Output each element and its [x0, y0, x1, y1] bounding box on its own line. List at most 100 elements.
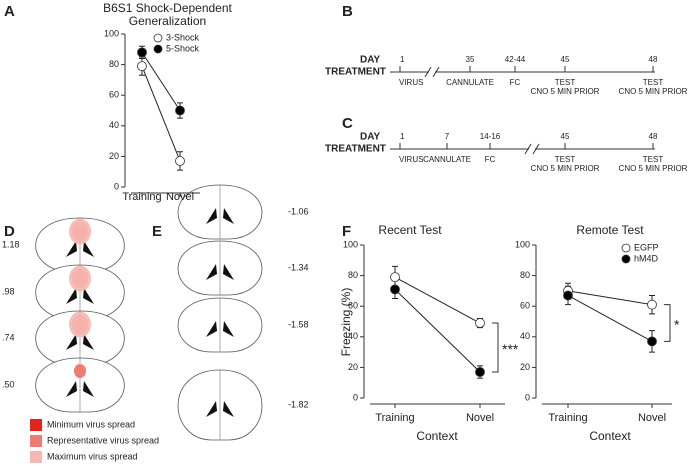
timeline-heading: TREATMENT [325, 144, 386, 155]
legend-swatch [30, 451, 42, 463]
section-level: -1.82 [288, 399, 309, 409]
timeline-day: 45 [561, 55, 570, 64]
y-tick-label: 60 [348, 301, 358, 311]
legend-swatch [30, 435, 42, 447]
series-line [567, 290, 653, 306]
legend-marker [621, 254, 631, 264]
timeline-day: 48 [649, 55, 658, 64]
timeline-event: TEST [643, 78, 664, 87]
virus-spread [74, 364, 86, 378]
chart-title: Remote Test [576, 223, 644, 237]
section-level: -1.06 [288, 206, 309, 216]
legend-marker [621, 243, 631, 253]
section-level: .50 [2, 379, 15, 389]
y-tick-label: 20 [520, 362, 530, 372]
timeline-event: FC [485, 155, 496, 164]
panel-label: E [152, 223, 162, 240]
x-axis-label: Context [589, 429, 631, 443]
timeline-event: VIRUS [399, 78, 423, 87]
brain-ventricle [206, 264, 234, 280]
panel-label: C [342, 115, 353, 132]
y-tick-label: 100 [343, 239, 358, 249]
legend-label: EGFP [634, 242, 659, 252]
timeline-note: CNO 5 MIN PRIOR [619, 164, 688, 173]
legend-marker [153, 33, 163, 43]
panel-label: D [4, 223, 15, 240]
timeline-break [524, 143, 532, 155]
legend-swatch [30, 419, 42, 431]
timeline-note: CNO 5 MIN PRIOR [531, 87, 600, 96]
brain-ventricle [66, 288, 94, 304]
data-point [647, 336, 657, 347]
timeline-event: TEST [555, 155, 576, 164]
chart-title: B6S1 Shock-Dependent Generalization [103, 1, 232, 28]
y-tick-label: 100 [515, 239, 530, 249]
significance-label: *** [502, 341, 519, 357]
y-tick-label: 20 [109, 151, 119, 161]
x-tick-label: Novel [638, 412, 666, 424]
x-tick-label: Training [548, 412, 587, 424]
legend-label: 3-Shock [166, 32, 200, 42]
data-point [137, 47, 147, 58]
y-tick-label: 40 [348, 331, 358, 341]
data-point [647, 299, 657, 310]
timeline-break [424, 66, 432, 78]
panel-label: B [342, 3, 353, 20]
y-tick-label: 0 [353, 392, 358, 402]
timeline-event: TEST [643, 155, 664, 164]
significance-bracket [492, 322, 499, 373]
y-tick-label: 80 [109, 59, 119, 69]
panel-label: A [4, 3, 15, 20]
panel-label: F [342, 223, 351, 240]
series-line [141, 65, 181, 162]
section-level: .74 [2, 332, 15, 342]
timeline-event: TEST [555, 78, 576, 87]
series-line [567, 295, 653, 342]
brain-ventricle [206, 208, 234, 224]
legend-label: Maximum virus spread [47, 451, 138, 461]
x-tick-label: Training [122, 191, 161, 203]
timeline-day: 7 [445, 132, 450, 141]
brain-ventricle [66, 241, 94, 257]
brain-ventricle [206, 401, 234, 417]
data-point [175, 156, 185, 166]
legend-label: hM4D [634, 253, 659, 263]
series-line [394, 276, 481, 324]
y-tick-label: 40 [520, 331, 530, 341]
section-level: -1.34 [288, 262, 309, 272]
section-level: .98 [2, 286, 15, 296]
y-tick-label: 100 [104, 28, 119, 38]
series-line [394, 289, 481, 373]
timeline-event: FC [510, 78, 521, 87]
timeline-break [532, 143, 540, 155]
timeline-note: CNO 5 MIN PRIOR [531, 164, 600, 173]
data-point [137, 61, 147, 72]
timeline-day: 1 [400, 132, 405, 141]
y-tick-label: 0 [114, 181, 119, 191]
section-level: -1.58 [288, 319, 309, 329]
y-tick-label: 20 [348, 362, 358, 372]
legend-marker [153, 44, 163, 54]
chart-title: Recent Test [378, 223, 442, 237]
data-point [475, 367, 485, 377]
virus-spread [69, 311, 91, 338]
y-tick-label: 40 [109, 120, 119, 130]
timeline-day: 45 [561, 132, 570, 141]
section-level: 1.18 [2, 239, 20, 249]
brain-ventricle [206, 321, 234, 337]
data-point [563, 290, 573, 301]
significance-bracket [664, 304, 671, 342]
timeline-day: 14-16 [480, 132, 501, 141]
timeline-event: VIRUS [399, 155, 423, 164]
y-tick-label: 0 [525, 392, 530, 402]
timeline-heading: DAY [360, 55, 381, 66]
timeline-event: CANNULATE [446, 78, 494, 87]
data-point [475, 318, 485, 328]
y-tick-label: 80 [348, 270, 358, 280]
timeline-heading: TREATMENT [325, 67, 386, 78]
virus-spread [69, 265, 91, 292]
timeline-note: CNO 5 MIN PRIOR [619, 87, 688, 96]
data-point [390, 284, 400, 295]
